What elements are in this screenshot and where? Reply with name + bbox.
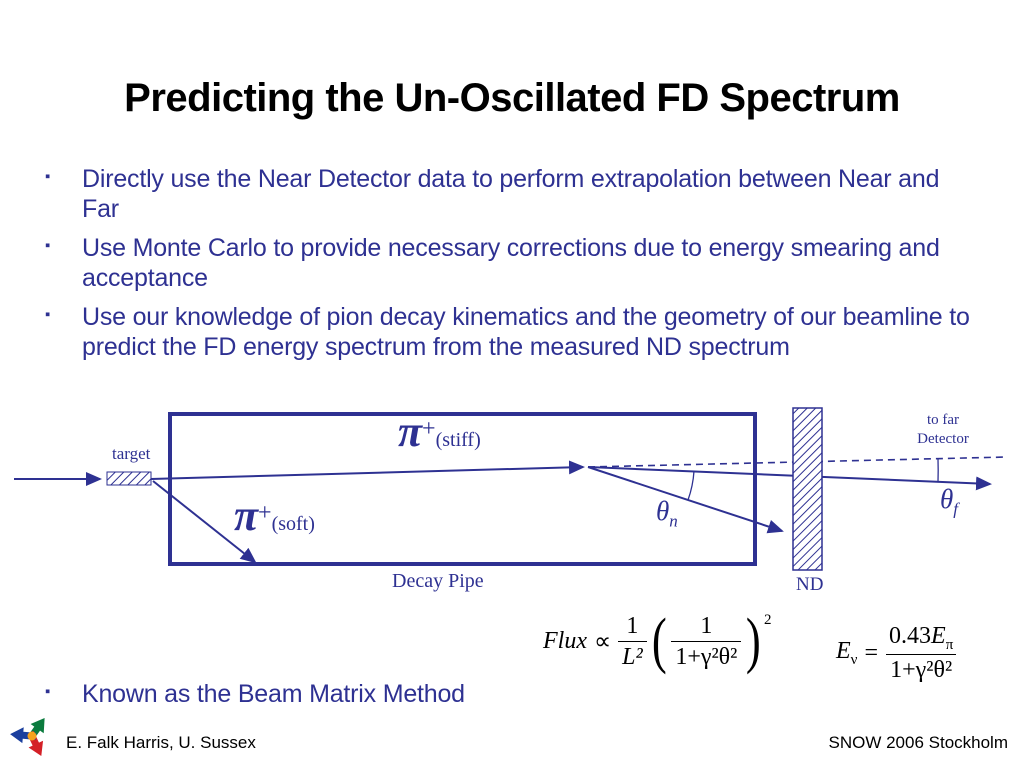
bullet-item: ▪ Use Monte Carlo to provide necessary c… <box>45 233 975 293</box>
bullet-text: Directly use the Near Detector data to p… <box>82 165 940 223</box>
footer-author: E. Falk Harris, U. Sussex <box>66 733 256 752</box>
open-paren: ( <box>651 607 667 676</box>
bullet-text: Known as the Beam Matrix Method <box>82 680 465 708</box>
nd-detector-hatch <box>792 407 823 571</box>
beamline-diagram <box>14 407 1008 571</box>
fraction-one-over-gamma-theta: 1 1+γ²θ² <box>671 612 742 672</box>
pi-mode: (stiff) <box>435 429 481 451</box>
theta-symbol: θ <box>656 496 670 526</box>
theta-f-label: θf <box>940 484 958 519</box>
close-paren: ) <box>746 607 762 676</box>
squared-exponent: 2 <box>764 612 772 628</box>
decay-pipe-outline <box>168 412 757 566</box>
stiff-pion-arrow <box>150 460 585 480</box>
far-detector-label-line1: to far <box>926 412 960 428</box>
logo <box>9 713 52 760</box>
bullet-icon: ▪ <box>45 237 51 254</box>
theta-subscript: n <box>669 511 678 531</box>
bullet-text: Use our knowledge of pion decay kinemati… <box>82 303 970 361</box>
energy-fraction: 0.43Eπ 1+γ²θ² <box>885 622 957 685</box>
pi-charge: + <box>258 499 272 526</box>
neutrino-line-solid <box>587 466 992 491</box>
proportional-sign: ∝ <box>593 629 612 656</box>
equals-sign: = <box>864 639 879 666</box>
energy-lhs: Eν <box>836 637 858 668</box>
decay-pipe-label: Decay Pipe <box>392 570 484 592</box>
far-detector-label: to far Detector <box>898 411 988 449</box>
theta-symbol: θ <box>940 484 954 514</box>
pi-charge: + <box>422 415 436 442</box>
page-title: Predicting the Un-Oscillated FD Spectrum <box>124 75 900 120</box>
pi-plus-soft-label: π+(soft) <box>234 494 315 538</box>
bullet-item: ▪ Known as the Beam Matrix Method <box>45 679 975 709</box>
flux-lhs: Flux <box>543 628 587 655</box>
bullet-text: Use Monte Carlo to provide necessary cor… <box>82 234 940 292</box>
energy-formula: Eν = 0.43Eπ 1+γ²θ² <box>836 622 957 685</box>
theta-subscript: f <box>953 499 958 519</box>
far-detector-label-line2: Detector <box>917 430 969 447</box>
bullet-icon: ▪ <box>45 683 51 700</box>
pi-plus-stiff-label: π+(stiff) <box>398 410 481 454</box>
neutrino-line-to-nd <box>587 466 784 534</box>
flux-formula: Flux ∝ 1 L² ( 1 1+γ²θ² ) 2 <box>543 607 772 676</box>
theta-n-angle-arc <box>687 470 695 501</box>
pi-mode: (soft) <box>271 513 315 535</box>
footer-conference: SNOW 2006 Stockholm <box>828 733 1008 752</box>
target-hatch <box>106 471 152 486</box>
soft-pion-arrow <box>152 480 257 564</box>
pi-symbol: π <box>398 407 423 456</box>
nd-label: ND <box>796 574 824 595</box>
fraction-one-over-L2: 1 L² <box>618 612 647 672</box>
bullet-icon: ▪ <box>45 168 51 185</box>
bullet-icon: ▪ <box>45 306 51 323</box>
bullet-list: ▪ Directly use the Near Detector data to… <box>45 164 975 371</box>
pi-symbol: π <box>234 491 259 540</box>
target-label: target <box>112 444 151 463</box>
bullet-item: ▪ Use our knowledge of pion decay kinema… <box>45 302 975 362</box>
theta-n-label: θn <box>656 496 678 531</box>
bullet-item: ▪ Directly use the Near Detector data to… <box>45 164 975 224</box>
